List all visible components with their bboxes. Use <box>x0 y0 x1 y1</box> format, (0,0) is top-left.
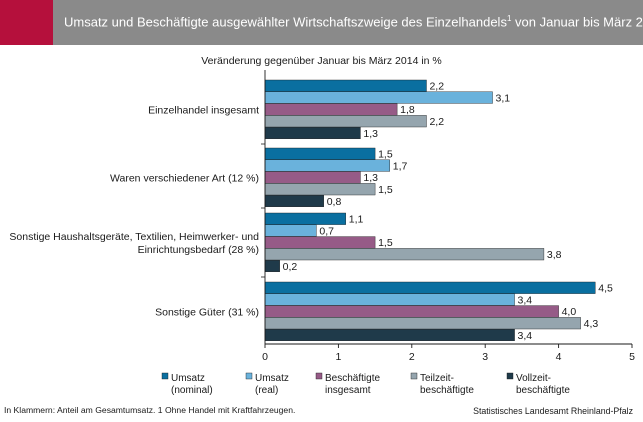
bar <box>264 224 317 237</box>
data-label: 1,1 <box>349 214 364 226</box>
chart-title-main: Umsatz und Beschäftigte ausgewählter Wir… <box>64 14 507 30</box>
data-label: 3,4 <box>518 294 533 306</box>
title-accent <box>0 0 53 45</box>
bar <box>264 91 493 104</box>
bar <box>264 79 427 92</box>
legend-swatch <box>506 372 514 380</box>
data-label: 1,5 <box>378 184 393 196</box>
legend-swatch <box>315 372 323 380</box>
bar <box>264 115 427 128</box>
data-label: 1,5 <box>378 149 393 161</box>
bar <box>264 329 515 342</box>
data-label: 3,4 <box>518 330 533 342</box>
bar <box>264 194 324 207</box>
legend-label: beschäftigte <box>516 385 570 396</box>
category-label: Sonstige Haushaltsgeräte, Textilien, Hei… <box>9 231 259 243</box>
data-label: 3,1 <box>496 92 511 104</box>
legend-swatch <box>410 372 418 380</box>
data-label: 4,0 <box>562 306 577 318</box>
bar <box>264 147 376 160</box>
bar <box>264 103 398 116</box>
category-label: Einzelhandel insgesamt <box>148 105 259 117</box>
bar <box>264 317 581 330</box>
data-label: 1,7 <box>393 160 408 172</box>
legend-label: Teilzeit- <box>420 373 454 384</box>
legend-label: (real) <box>255 385 278 396</box>
legend-label: beschäftigte <box>420 385 474 396</box>
bar <box>264 248 545 261</box>
data-label: 4,5 <box>598 283 613 295</box>
footnote: In Klammern: Anteil am Gesamtumsatz. 1 O… <box>4 405 296 415</box>
legend-swatch <box>245 372 253 380</box>
chart-title-footnote-mark: 1 <box>506 14 512 23</box>
bar <box>264 183 376 196</box>
data-label: 1,3 <box>363 128 378 140</box>
category-label: Waren verschiedener Art (12 %) <box>110 173 259 185</box>
legend-label: insgesamt <box>325 385 371 396</box>
legend-label: (nominal) <box>171 385 213 396</box>
chart-title: Umsatz und Beschäftigte ausgewählter Wir… <box>64 14 643 29</box>
data-label: 1,5 <box>378 237 393 249</box>
bar <box>264 159 390 172</box>
legend-label: Umsatz <box>171 373 205 384</box>
legend-label: Vollzeit- <box>516 373 551 384</box>
x-tick-label: 5 <box>629 351 635 363</box>
data-label: 1,8 <box>400 104 415 116</box>
bar <box>264 281 596 294</box>
source-note: Statistisches Landesamt Rheinland-Pfalz <box>473 406 633 416</box>
title-bar: Umsatz und Beschäftigte ausgewählter Wir… <box>0 0 643 45</box>
legend-label: Umsatz <box>255 373 289 384</box>
data-label: 0,7 <box>319 225 334 237</box>
data-label: 4,3 <box>584 318 599 330</box>
legend-swatch <box>161 372 169 380</box>
bar <box>264 293 515 306</box>
x-tick-label: 1 <box>335 351 341 363</box>
bar <box>264 260 280 273</box>
legend-label: Beschäftigte <box>325 373 380 384</box>
bar <box>264 126 361 139</box>
category-label: Einrichtungsbedarf (28 %) <box>138 244 259 256</box>
bar <box>264 236 376 249</box>
bar <box>264 212 346 225</box>
data-label: 0,8 <box>327 196 342 208</box>
data-label: 2,2 <box>429 81 444 93</box>
data-label: 0,2 <box>283 261 298 273</box>
chart-subtitle: Veränderung gegenüber Januar bis März 20… <box>201 55 442 67</box>
x-tick-label: 4 <box>556 351 562 363</box>
data-label: 2,2 <box>429 116 444 128</box>
x-tick-label: 2 <box>409 351 415 363</box>
chart-title-end: von Januar bis März 2015 <box>515 14 643 30</box>
x-tick-label: 3 <box>482 351 488 363</box>
data-label: 3,8 <box>547 249 562 261</box>
x-tick-label: 0 <box>262 351 268 363</box>
bar <box>264 171 361 184</box>
category-label: Sonstige Güter (31 %) <box>155 307 259 319</box>
bar <box>264 305 559 318</box>
data-label: 1,3 <box>363 172 378 184</box>
